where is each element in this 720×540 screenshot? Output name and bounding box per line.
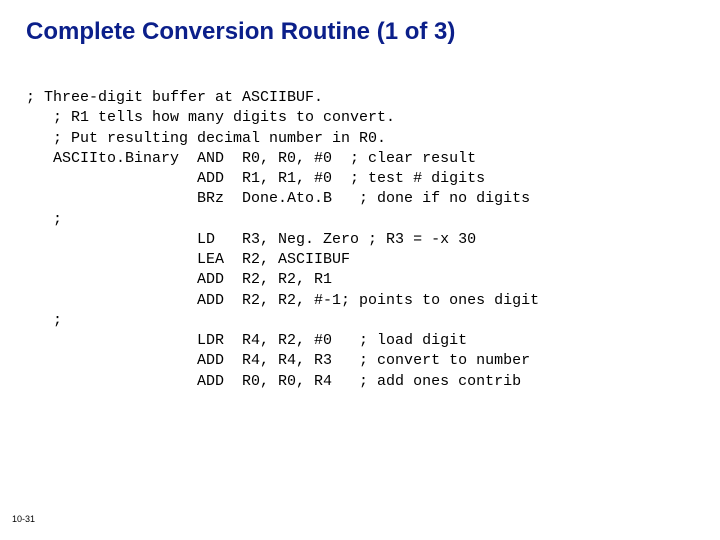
slide-title: Complete Conversion Routine (1 of 3) xyxy=(26,18,455,46)
slide: Complete Conversion Routine (1 of 3) ; T… xyxy=(0,0,720,540)
code-block: ; Three-digit buffer at ASCIIBUF. ; R1 t… xyxy=(26,88,539,392)
page-number: 10-31 xyxy=(12,514,35,524)
